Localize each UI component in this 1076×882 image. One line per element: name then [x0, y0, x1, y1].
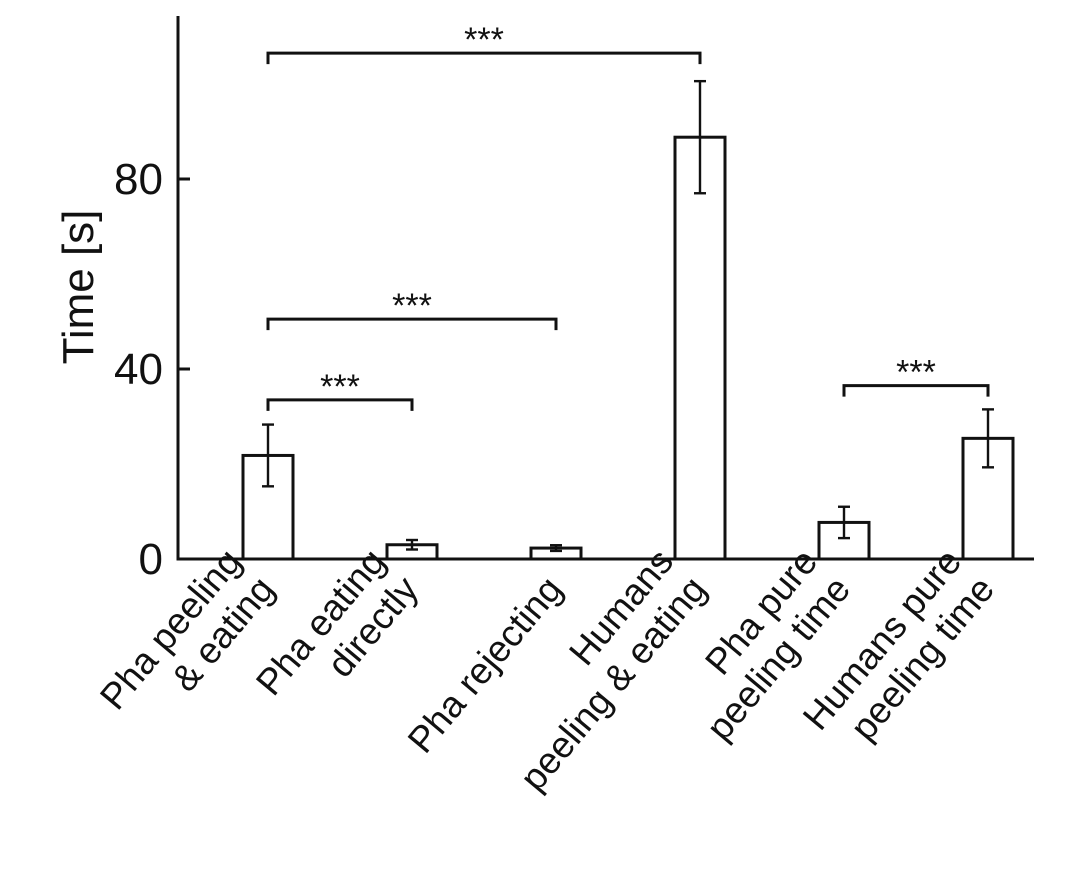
y-tick-label: 80: [114, 155, 163, 204]
error-bar: [550, 544, 562, 553]
significance-bracket: ***: [266, 21, 702, 65]
significance-brackets: *** *** *** ***: [266, 21, 990, 411]
x-tick-label: Humanspeeling & eating: [479, 541, 714, 798]
significance-label: ***: [320, 368, 360, 406]
x-tick-label: Pha peeling& eating: [92, 541, 282, 745]
significance-label: ***: [464, 21, 504, 59]
bars: [241, 135, 1015, 561]
error-bar: [982, 408, 994, 469]
y-tick-label: 40: [114, 345, 163, 394]
error-bar: [694, 79, 706, 195]
bar: [673, 135, 727, 561]
significance-bracket: ***: [266, 368, 414, 411]
significance-bracket: ***: [842, 354, 990, 397]
y-tick-label: 0: [139, 535, 163, 584]
error-bar: [262, 423, 274, 488]
significance-label: ***: [896, 354, 936, 392]
y-ticks: 0 40 80: [114, 155, 190, 584]
error-bars: [262, 79, 994, 553]
x-tick-label: Pha rejecting: [400, 569, 570, 761]
significance-bracket: ***: [266, 287, 558, 331]
significance-label: ***: [392, 287, 432, 325]
error-bar: [838, 505, 850, 540]
x-tick-label: Pha eatingdirectly: [248, 541, 426, 731]
error-bar: [406, 538, 418, 551]
y-axis-label: Time [s]: [54, 210, 103, 365]
